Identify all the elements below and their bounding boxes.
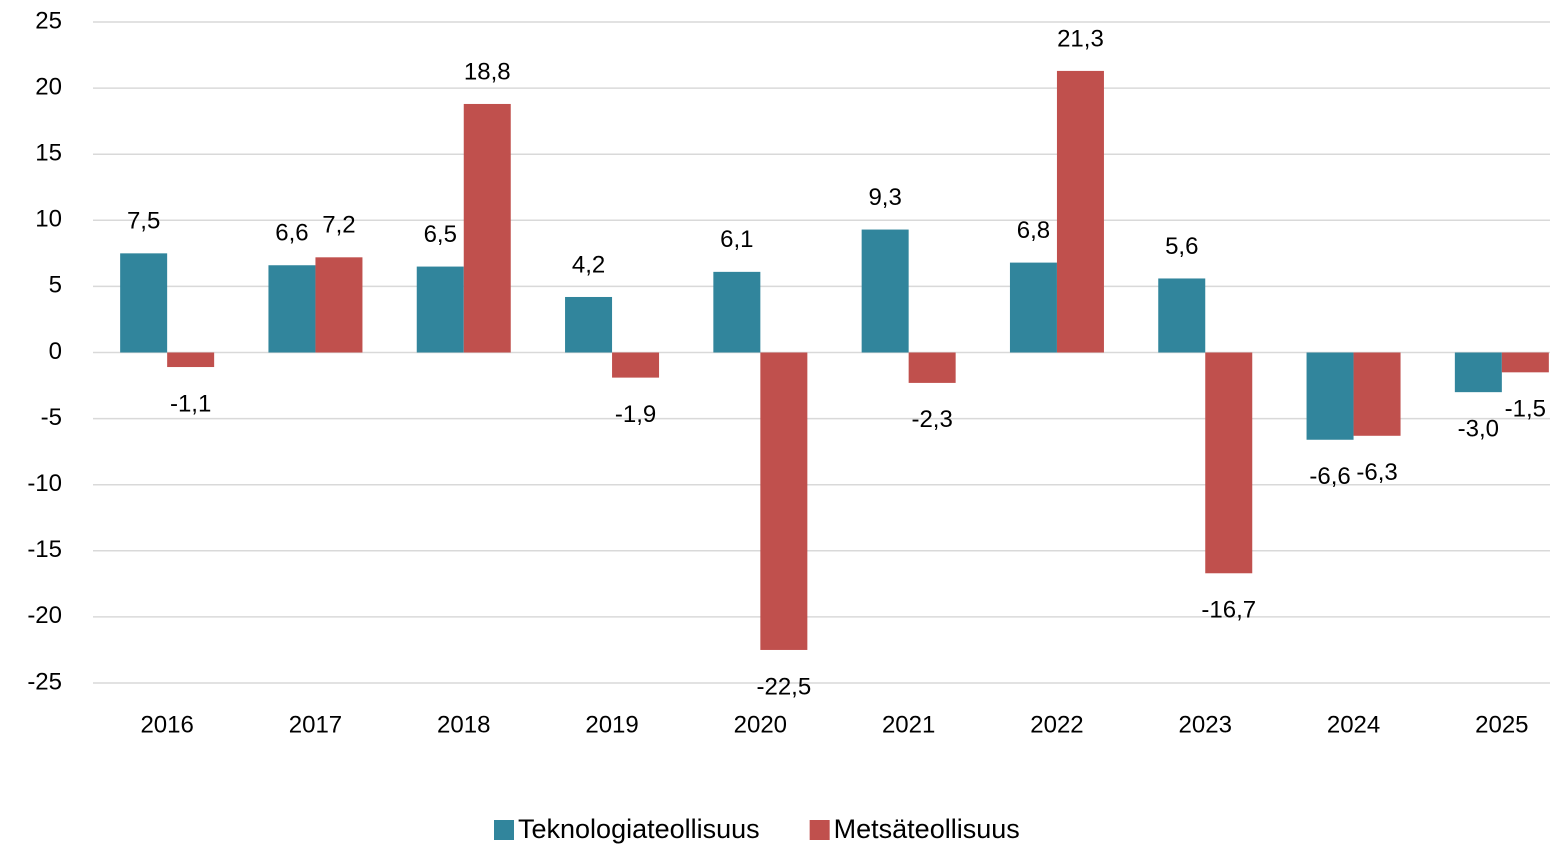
value-label: -22,5 xyxy=(756,673,811,700)
x-tick-label: 2021 xyxy=(882,711,935,738)
bar xyxy=(1056,70,1104,353)
bar xyxy=(713,271,761,353)
value-label: 6,5 xyxy=(424,221,457,248)
x-tick-label: 2023 xyxy=(1179,711,1232,738)
y-tick-label: 5 xyxy=(49,272,62,299)
bar xyxy=(120,253,168,353)
value-label: 5,6 xyxy=(1165,233,1198,260)
value-label: 6,1 xyxy=(720,226,753,253)
value-label: -1,9 xyxy=(615,401,656,428)
x-tick-label: 2019 xyxy=(585,711,638,738)
y-tick-label: 25 xyxy=(35,7,62,34)
y-tick-label: 0 xyxy=(49,338,62,365)
value-label: 18,8 xyxy=(464,58,511,85)
value-label: 6,6 xyxy=(275,220,308,247)
value-label: -3,0 xyxy=(1458,416,1499,443)
bar xyxy=(565,296,613,353)
value-label: -6,3 xyxy=(1356,459,1397,486)
x-tick-label: 2018 xyxy=(437,711,490,738)
bar xyxy=(1306,352,1354,440)
bar xyxy=(908,352,956,383)
y-tick-label: -20 xyxy=(27,602,62,629)
value-label: -2,3 xyxy=(911,406,952,433)
value-label: -1,1 xyxy=(170,390,211,417)
y-tick-label: 10 xyxy=(35,206,62,233)
value-label: 7,2 xyxy=(322,212,355,239)
bar xyxy=(1205,352,1253,574)
value-label: 4,2 xyxy=(572,251,605,278)
value-label: 9,3 xyxy=(868,184,901,211)
value-label: -6,6 xyxy=(1309,463,1350,490)
y-tick-label: -10 xyxy=(27,470,62,497)
legend-swatch xyxy=(494,820,514,840)
value-label: 7,5 xyxy=(127,208,160,235)
bar xyxy=(1158,278,1206,353)
x-tick-label: 2017 xyxy=(289,711,342,738)
legend-swatch xyxy=(809,820,830,840)
legend-label: Metsäteollisuus xyxy=(834,814,1020,844)
y-tick-label: -15 xyxy=(27,536,62,563)
bar xyxy=(463,103,511,353)
y-tick-label: 20 xyxy=(35,73,62,100)
bar xyxy=(760,352,808,650)
x-tick-label: 2025 xyxy=(1475,711,1528,738)
bar xyxy=(416,266,464,353)
bar xyxy=(315,257,363,353)
value-label: 6,8 xyxy=(1017,217,1050,244)
bar xyxy=(268,265,316,353)
x-tick-label: 2016 xyxy=(140,711,193,738)
bar xyxy=(1353,352,1401,436)
value-label: -1,5 xyxy=(1505,396,1546,423)
value-label: 21,3 xyxy=(1057,25,1104,52)
y-tick-label: 15 xyxy=(35,140,62,167)
x-tick-label: 2024 xyxy=(1327,711,1380,738)
x-tick-label: 2022 xyxy=(1030,711,1083,738)
y-tick-label: -25 xyxy=(27,668,62,695)
bar xyxy=(1501,352,1549,373)
bar xyxy=(1454,352,1502,393)
value-label: -16,7 xyxy=(1201,597,1256,624)
legend-label: Teknologiateollisuus xyxy=(518,814,760,844)
y-tick-label: -5 xyxy=(41,404,62,431)
bar xyxy=(861,229,909,353)
bar xyxy=(167,352,215,368)
bar xyxy=(612,352,660,378)
bar xyxy=(1009,262,1057,353)
x-tick-label: 2020 xyxy=(734,711,787,738)
